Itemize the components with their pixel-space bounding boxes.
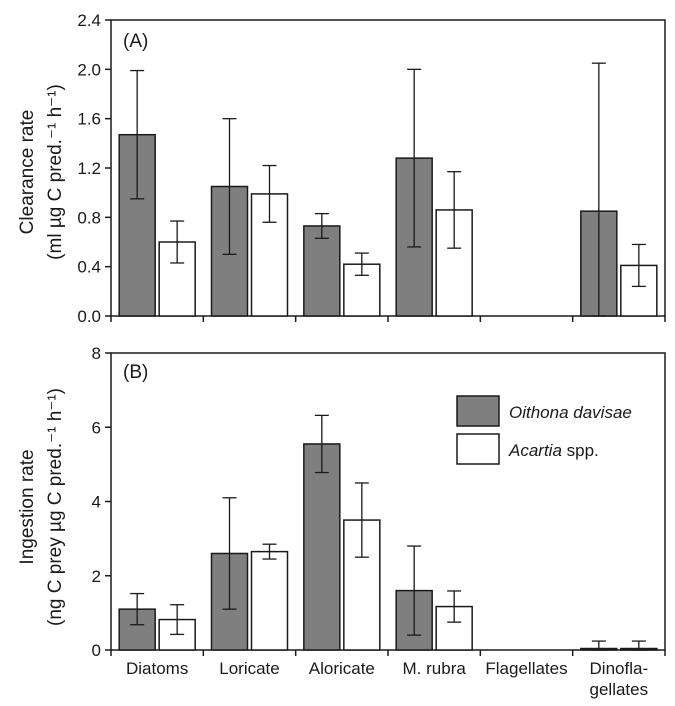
panel-b-bar-oithona [303,443,341,651]
panel-a-ylabel-line1: Clearance rate [17,110,38,235]
category-label: Loricate [219,659,279,678]
panel-b-ytick-label: 8 [92,344,101,363]
panel-b-ytick-label: 4 [92,493,101,512]
category-label: Diatoms [126,659,188,678]
panel-a-ytick-label: 2.4 [77,11,101,30]
legend-label-oithona: Oithona davisae [509,403,632,422]
legend-swatch-oithona [456,395,500,427]
panel-a-ylabel-line2: (ml µg C pred.⁻¹ h⁻¹) [45,84,66,260]
panel-b-ylabel-line1: Ingestion rate [17,449,38,564]
legend-swatch-acartia [456,433,500,465]
panel-a-ytick-label: 0.8 [77,208,101,227]
panel-b-ytick-label: 0 [92,641,101,660]
category-label: gellates [590,680,649,699]
category-label: Dinofla- [590,659,649,678]
panel-a-label: (A) [123,31,148,52]
category-label: Aloricate [309,659,375,678]
panel-a-ytick-label: 2.0 [77,60,101,79]
panel-a-ytick-label: 0.0 [77,307,101,326]
panel-a-ytick-label: 1.6 [77,110,101,129]
panel-b-bar-acartia [250,550,289,651]
panel-a-ytick-label: 0.4 [77,258,101,277]
category-label: Flagellates [485,659,567,678]
panel-a-ytick-label: 1.2 [77,159,101,178]
category-label: M. rubra [403,659,467,678]
panel-b-label: (B) [123,362,148,383]
legend: Oithona davisae Acartia spp. [456,395,632,465]
panel-b-ylabel-line2: (ng C prey µg C pred.⁻¹ h⁻¹) [45,388,66,626]
panel-b-frame [110,352,666,651]
panel-b-ytick-label: 6 [92,418,101,437]
panel-a-bar-oithona [303,225,341,317]
legend-label-acartia: Acartia spp. [508,441,599,460]
panel-b-ytick-label: 2 [92,567,101,586]
